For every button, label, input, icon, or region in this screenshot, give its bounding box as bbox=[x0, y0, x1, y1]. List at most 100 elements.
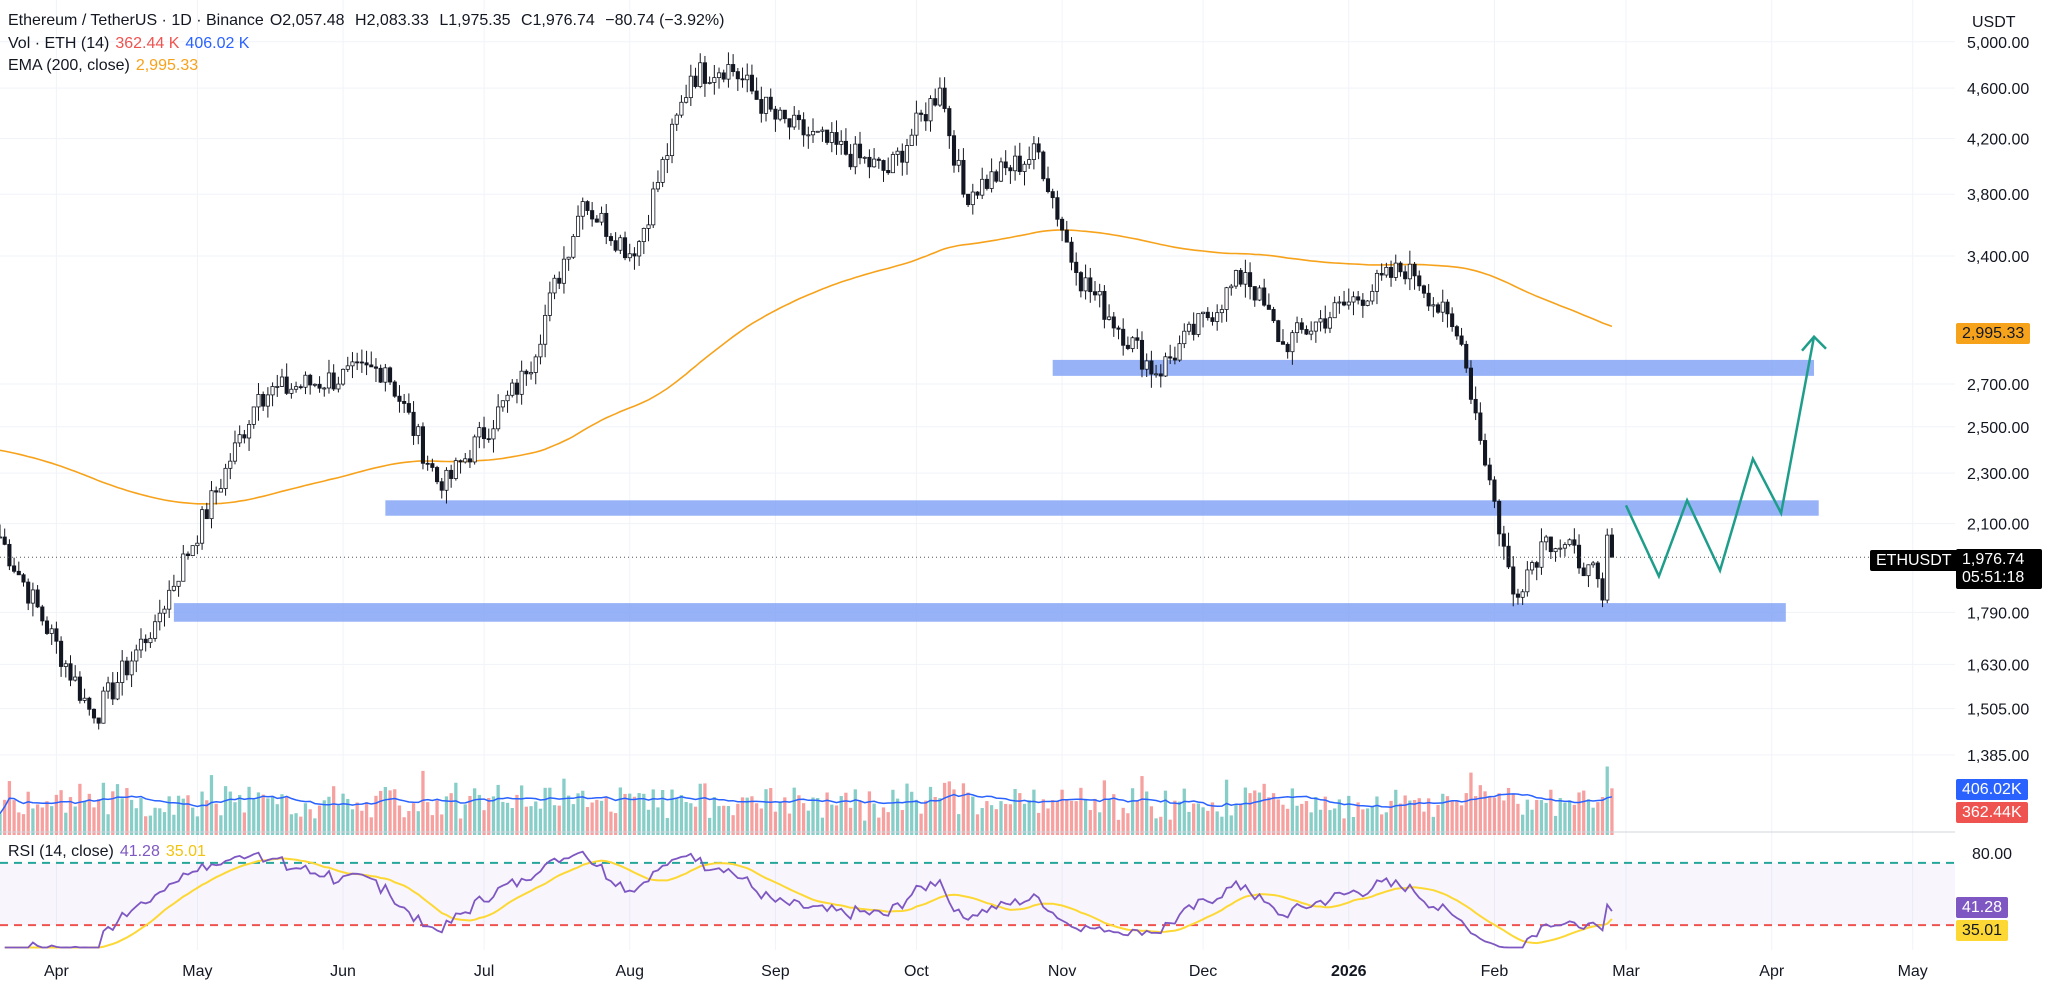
candle-body bbox=[1313, 321, 1318, 332]
time-tick-label: Sep bbox=[761, 963, 790, 980]
candle-body bbox=[862, 156, 867, 159]
rsi-ma-badge: 35.01 bbox=[1956, 920, 2009, 941]
candle-body bbox=[232, 442, 238, 462]
volume-bar bbox=[449, 793, 453, 835]
volume-bar bbox=[773, 811, 778, 835]
volume-bar bbox=[336, 805, 341, 835]
candle-body bbox=[1398, 262, 1403, 273]
volume-bar bbox=[1342, 818, 1346, 835]
volume-bar bbox=[1483, 791, 1487, 835]
candle-body bbox=[994, 171, 999, 182]
volume-bar bbox=[877, 817, 881, 835]
legend-rsi-row[interactable]: RSI (14, close) 41.28 35.01 bbox=[8, 841, 212, 862]
support-resistance-zones[interactable] bbox=[173, 359, 1819, 622]
candle-body bbox=[1309, 330, 1314, 335]
volume-bar bbox=[1290, 788, 1295, 835]
candle-body bbox=[284, 376, 289, 394]
volume-bar bbox=[1215, 811, 1219, 835]
volume-bar bbox=[200, 791, 204, 835]
volume-bar bbox=[87, 793, 91, 835]
volume-bar bbox=[0, 813, 2, 835]
time-axis[interactable]: Apr May Jun Jul Aug Sep Oct Nov Dec 2026 Feb Mar Apr… bbox=[44, 963, 1928, 980]
projection-path[interactable] bbox=[1624, 336, 1816, 580]
candle-body bbox=[1055, 197, 1060, 220]
ohlc-values: O2,057.48 H2,083.33 L1,975.35 C1,976.74 … bbox=[269, 12, 725, 29]
candle-body bbox=[1337, 301, 1342, 304]
volume-bar bbox=[1140, 776, 1144, 835]
candle-body bbox=[1389, 266, 1394, 278]
candle-body bbox=[1078, 272, 1083, 292]
grid-lines bbox=[0, 0, 1955, 950]
volume-bar bbox=[1582, 790, 1586, 835]
candle-body bbox=[359, 361, 364, 364]
candle-body bbox=[237, 434, 242, 444]
candle-body bbox=[294, 386, 299, 390]
price-axis[interactable]: 5,000.00 4,600.00 4,200.00 3,800.00 3,400.00… bbox=[1967, 35, 2029, 765]
volume-bar bbox=[64, 812, 68, 835]
candle-body bbox=[1243, 272, 1248, 285]
volume-bar bbox=[205, 800, 209, 835]
volume-bar bbox=[1224, 779, 1229, 835]
volume-bar bbox=[1380, 814, 1384, 835]
volume-bar bbox=[1600, 797, 1605, 835]
volume-bar bbox=[1055, 801, 1060, 835]
candle-body bbox=[1576, 544, 1582, 569]
candle-body bbox=[1473, 398, 1478, 414]
volume-bar bbox=[1492, 797, 1497, 835]
volume-bar bbox=[1145, 791, 1149, 835]
volume-bar bbox=[1098, 812, 1102, 835]
volume-bar bbox=[7, 781, 12, 835]
rsi-line bbox=[4, 850, 1613, 949]
volume-bar bbox=[1187, 811, 1191, 835]
candle-body bbox=[326, 372, 332, 389]
candle-body bbox=[1139, 339, 1145, 370]
volume-bar bbox=[73, 806, 77, 835]
last-price-value: 1,976.74 bbox=[1962, 551, 2025, 568]
candle-body bbox=[904, 145, 910, 163]
volume-bar bbox=[1605, 766, 1609, 835]
volume-bar bbox=[1558, 798, 1562, 835]
candle-body bbox=[604, 212, 609, 237]
volume-bar bbox=[101, 782, 106, 835]
candle-body bbox=[463, 458, 468, 463]
candle-body bbox=[341, 368, 346, 385]
volume-bar bbox=[148, 815, 153, 835]
candle-body bbox=[331, 372, 336, 390]
candle-body bbox=[1581, 567, 1586, 577]
candle-body bbox=[622, 237, 628, 259]
candle-body bbox=[406, 403, 411, 413]
volume-bar bbox=[1549, 789, 1553, 835]
candle-body bbox=[1370, 290, 1375, 302]
price-tick-label: 4,200.00 bbox=[1967, 132, 2029, 149]
volume-bar bbox=[1173, 800, 1177, 835]
volume-bar bbox=[1441, 793, 1445, 835]
candle-body bbox=[1525, 569, 1530, 593]
candle-body bbox=[843, 140, 848, 155]
candle-body bbox=[1459, 335, 1464, 345]
candle-body bbox=[1064, 229, 1069, 243]
candle-body bbox=[820, 129, 825, 132]
volume-bar bbox=[219, 815, 223, 835]
zone-rectangle bbox=[385, 500, 1819, 516]
volume-bar bbox=[355, 802, 359, 835]
candle-body bbox=[1417, 275, 1422, 287]
volume-bar bbox=[496, 784, 500, 835]
volume-bar bbox=[750, 796, 754, 835]
candle-body bbox=[1069, 241, 1074, 263]
time-tick-label: Apr bbox=[44, 963, 70, 980]
volume-bar bbox=[816, 798, 820, 835]
volume-bar bbox=[1356, 802, 1360, 835]
volume-bar bbox=[1525, 799, 1529, 835]
candle-body bbox=[1304, 329, 1309, 335]
volume-bar bbox=[811, 797, 815, 835]
volume-bar bbox=[144, 816, 148, 835]
candle-body bbox=[247, 423, 252, 439]
volume-bar bbox=[764, 789, 768, 835]
legend-volume-row[interactable]: Vol · ETH (14) 362.44 K 406.02 K bbox=[8, 33, 255, 54]
candle-body bbox=[1318, 318, 1323, 323]
candle-body bbox=[984, 178, 989, 189]
volume-bar bbox=[1586, 799, 1591, 835]
legend-ema-row[interactable]: EMA (200, close) 2,995.33 bbox=[8, 55, 204, 76]
time-tick-label: Dec bbox=[1189, 963, 1217, 980]
